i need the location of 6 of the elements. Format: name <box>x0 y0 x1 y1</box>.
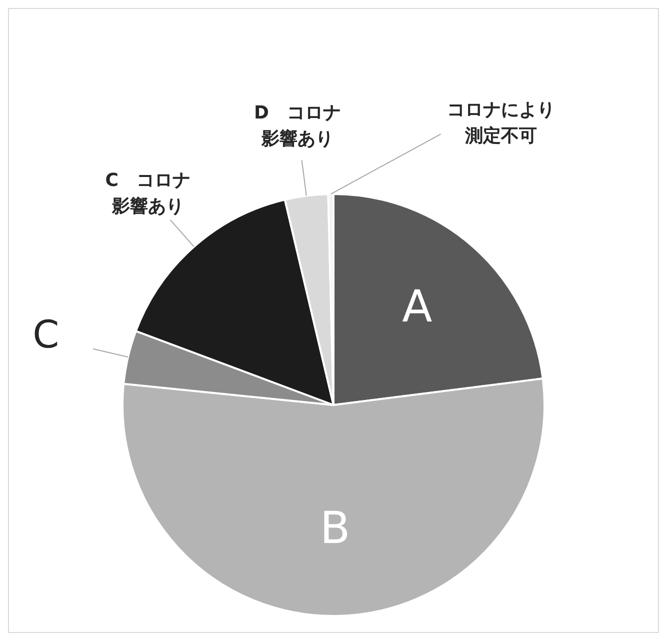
slice-label: D コロナ影響あり <box>254 102 341 150</box>
slice-label: C コロナ影響あり <box>105 170 191 218</box>
slice-label: A <box>402 281 432 332</box>
slice-label: B <box>320 503 350 554</box>
slice-label: コロナにより測定不可 <box>446 100 555 147</box>
slice-label: C <box>32 312 60 357</box>
